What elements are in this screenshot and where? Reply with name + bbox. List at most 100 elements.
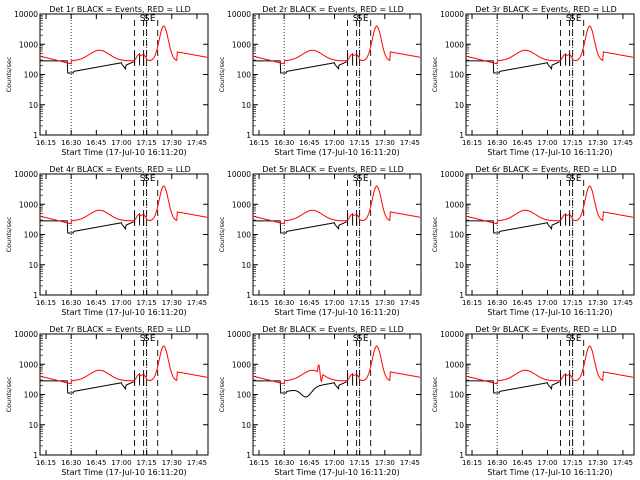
x-tick-label: 16:30 xyxy=(61,139,81,147)
x-tick-label: 16:45 xyxy=(86,299,106,307)
interval-marker-label: S xyxy=(144,334,150,344)
x-tick-label: 17:00 xyxy=(111,459,131,467)
x-tick-label: 17:00 xyxy=(111,299,131,307)
y-tick-label: 1 xyxy=(33,131,38,140)
x-tick-label: 16:30 xyxy=(61,299,81,307)
interval-marker-label: S xyxy=(357,14,363,24)
events-series-line xyxy=(253,380,347,398)
events-series-line xyxy=(466,60,560,74)
plot-frame xyxy=(252,173,422,296)
y-tick-label: 10 xyxy=(454,101,464,110)
x-tick-label: 16:45 xyxy=(299,299,319,307)
y-axis-label: Counts/sec xyxy=(5,56,13,92)
interval-marker-label: S xyxy=(140,14,146,24)
interval-marker-label: S xyxy=(144,174,150,184)
x-tick-label: 17:15 xyxy=(137,139,157,147)
x-tick-label: 17:45 xyxy=(613,299,633,307)
x-tick-label: 17:15 xyxy=(563,459,583,467)
y-tick-label: 1000 xyxy=(445,200,464,209)
x-axis-label: Start Time (17-Jul-10 16:11:20) xyxy=(61,308,186,317)
x-tick-label: 16:15 xyxy=(36,299,56,307)
events-series-line xyxy=(466,380,560,394)
interval-marker-label: E xyxy=(150,174,156,184)
interval-marker-label: S xyxy=(353,174,359,184)
x-tick-label: 16:30 xyxy=(274,299,294,307)
y-tick-label: 1000 xyxy=(232,40,251,49)
panel-title: Det 6r BLACK = Events, RED = LLD xyxy=(475,165,617,174)
y-axis-label: Counts/sec xyxy=(5,376,13,412)
lld-series-line xyxy=(465,345,634,385)
y-tick-label: 100 xyxy=(237,71,252,80)
plot-frame xyxy=(465,333,635,456)
events-series-line xyxy=(40,220,134,234)
x-tick-label: 17:45 xyxy=(400,139,420,147)
interval-marker-label: S xyxy=(566,174,572,184)
x-tick-label: 17:15 xyxy=(350,139,370,147)
x-axis-label: Start Time (17-Jul-10 16:11:20) xyxy=(274,308,399,317)
detector-panel: Det 3r BLACK = Events, RED = LLD 1 10 100 10… xyxy=(431,5,635,157)
detector-panel: Det 8r BLACK = Events, RED = LLD 1 10 100 10… xyxy=(218,325,422,477)
y-tick-label: 10000 xyxy=(14,170,38,179)
panel-title: Det 2r BLACK = Events, RED = LLD xyxy=(262,5,404,14)
x-tick-label: 17:00 xyxy=(537,459,557,467)
y-axis-label: Counts/sec xyxy=(218,216,226,252)
x-tick-label: 17:45 xyxy=(613,139,633,147)
x-axis-label: Start Time (17-Jul-10 16:11:20) xyxy=(487,468,612,477)
lld-series-line xyxy=(39,185,208,225)
events-series-line xyxy=(253,220,347,234)
interval-marker-label: E xyxy=(363,334,369,344)
x-tick-label: 17:30 xyxy=(162,299,182,307)
y-axis-label: Counts/sec xyxy=(218,56,226,92)
plot-frame xyxy=(39,333,209,456)
x-tick-label: 17:45 xyxy=(187,459,207,467)
y-axis-label: Counts/sec xyxy=(431,56,439,92)
interval-marker-label: S xyxy=(570,334,576,344)
plot-frame xyxy=(252,13,422,136)
x-tick-label: 16:30 xyxy=(61,459,81,467)
interval-marker-label: S xyxy=(140,174,146,184)
panel-title: Det 1r BLACK = Events, RED = LLD xyxy=(49,5,191,14)
y-tick-label: 100 xyxy=(24,71,39,80)
interval-marker-label: S xyxy=(353,334,359,344)
x-tick-label: 16:30 xyxy=(274,459,294,467)
x-axis-label: Start Time (17-Jul-10 16:11:20) xyxy=(61,148,186,157)
y-tick-label: 1 xyxy=(246,291,251,300)
y-tick-label: 1 xyxy=(33,291,38,300)
x-tick-label: 16:45 xyxy=(299,139,319,147)
interval-marker-label: S xyxy=(140,334,146,344)
events-series-line xyxy=(466,220,560,234)
x-tick-label: 17:45 xyxy=(400,299,420,307)
y-tick-label: 10 xyxy=(28,421,38,430)
y-tick-label: 10000 xyxy=(440,170,464,179)
lld-series-line xyxy=(252,345,421,385)
x-tick-label: 17:00 xyxy=(537,139,557,147)
y-tick-label: 10000 xyxy=(14,330,38,339)
lld-series-line xyxy=(465,185,634,225)
y-tick-label: 1 xyxy=(459,291,464,300)
y-axis-label: Counts/sec xyxy=(218,376,226,412)
x-tick-label: 16:30 xyxy=(487,459,507,467)
plot-frame xyxy=(465,13,635,136)
x-tick-label: 17:30 xyxy=(375,139,395,147)
interval-marker-label: E xyxy=(576,14,582,24)
interval-marker-label: S xyxy=(566,334,572,344)
y-tick-label: 10000 xyxy=(440,10,464,19)
y-tick-label: 10 xyxy=(454,261,464,270)
x-tick-label: 17:15 xyxy=(137,459,157,467)
y-tick-label: 10000 xyxy=(227,170,251,179)
interval-marker-label: E xyxy=(363,14,369,24)
interval-marker-label: S xyxy=(357,174,363,184)
y-tick-label: 100 xyxy=(237,231,252,240)
interval-marker-label: E xyxy=(150,334,156,344)
y-tick-label: 10 xyxy=(454,421,464,430)
x-tick-label: 17:30 xyxy=(588,299,608,307)
y-axis-label: Counts/sec xyxy=(431,376,439,412)
plot-frame xyxy=(39,13,209,136)
y-tick-label: 10000 xyxy=(227,330,251,339)
lld-series-line xyxy=(465,25,634,65)
detector-panel: Det 1r BLACK = Events, RED = LLD 1 10 100 10… xyxy=(5,5,209,157)
x-tick-label: 17:00 xyxy=(111,139,131,147)
y-tick-label: 100 xyxy=(237,391,252,400)
y-tick-label: 100 xyxy=(24,391,39,400)
